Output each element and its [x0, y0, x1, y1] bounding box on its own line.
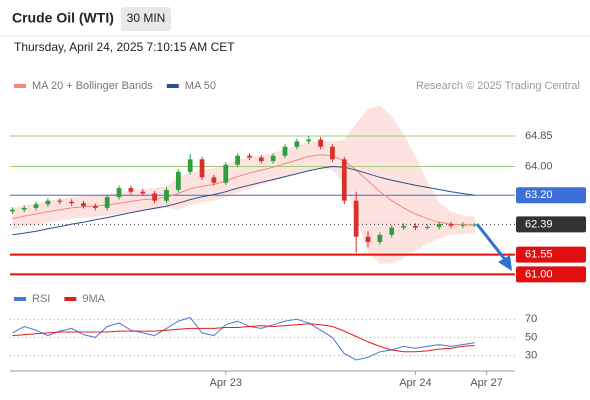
y-tick-label: 50 — [525, 331, 537, 343]
candle-body — [128, 188, 134, 192]
candle-body — [365, 236, 371, 243]
level-label: 61.55 — [525, 249, 553, 261]
candle-body — [353, 200, 359, 237]
candle-body — [140, 191, 146, 194]
candle-body — [424, 226, 430, 228]
candle-body — [258, 157, 264, 162]
level-label: 62.39 — [525, 218, 553, 230]
candle-body — [330, 146, 335, 160]
level-box — [516, 266, 586, 283]
y-tick-label: 30 — [525, 349, 537, 361]
candle-body — [187, 159, 193, 172]
indicator-line — [12, 323, 475, 353]
candle-body — [389, 227, 395, 235]
candle-body — [69, 201, 75, 204]
candle-body — [10, 209, 15, 212]
candle-body — [45, 200, 51, 205]
candle-body — [247, 155, 252, 158]
timeframe[interactable]: 30 MIN — [127, 11, 166, 25]
candle-body — [306, 139, 312, 142]
candle-body — [448, 224, 454, 226]
legend-label: MA 50 — [185, 80, 216, 92]
candle-body — [401, 225, 406, 228]
candle-body — [21, 207, 27, 210]
timeframe-button[interactable] — [121, 7, 171, 31]
candle-body — [413, 225, 418, 228]
candle-body — [116, 188, 122, 198]
projection-arrow-head — [498, 255, 512, 271]
candle-body — [460, 224, 466, 226]
ma-line — [12, 154, 475, 226]
candle-body — [270, 155, 276, 162]
legend-label: 9MA — [82, 293, 105, 305]
projection-arrow — [475, 223, 509, 263]
candle-body — [211, 177, 217, 183]
candle-body — [199, 159, 205, 178]
source: Research © 2025 Trading Central — [416, 80, 580, 92]
candle-body — [282, 146, 288, 156]
bollinger-band — [12, 105, 475, 264]
x-tick-label: Apr 24 — [399, 377, 431, 389]
candle-body — [294, 141, 300, 147]
y-tick-label: 70 — [525, 313, 537, 325]
candle-body — [92, 206, 98, 208]
level-box — [516, 216, 586, 233]
level-label: 63.20 — [525, 189, 553, 201]
candle-body — [175, 171, 181, 190]
candle-body — [235, 155, 240, 165]
level-label: 61.00 — [525, 268, 553, 280]
candle-body — [377, 234, 383, 243]
candle-body — [436, 224, 442, 227]
candle-body — [57, 200, 63, 202]
candle-body — [472, 224, 478, 226]
x-tick-label: Apr 23 — [210, 377, 242, 389]
candle-body — [81, 203, 86, 207]
x-tick-label: Apr 27 — [470, 377, 502, 389]
candle-body — [152, 193, 157, 201]
candle-body — [33, 204, 39, 208]
candle-body — [104, 197, 110, 208]
indicator-line — [12, 316, 475, 361]
ma-line — [12, 165, 475, 236]
level-box — [516, 246, 586, 263]
level-label: 64.85 — [525, 130, 553, 142]
legend-label: MA 20 + Bollinger Bands — [32, 80, 153, 92]
level-box — [516, 187, 586, 204]
level-label: 64.00 — [525, 160, 553, 172]
candle-body — [318, 139, 323, 147]
legend-label: RSI — [32, 293, 50, 305]
candle-body — [341, 159, 347, 201]
candle-body — [164, 189, 169, 201]
timestamp: Thursday, April 24, 2025 7:10:15 AM CET — [14, 40, 235, 54]
chart-title: Crude Oil (WTI) — [12, 10, 114, 26]
candle-body — [223, 164, 229, 183]
